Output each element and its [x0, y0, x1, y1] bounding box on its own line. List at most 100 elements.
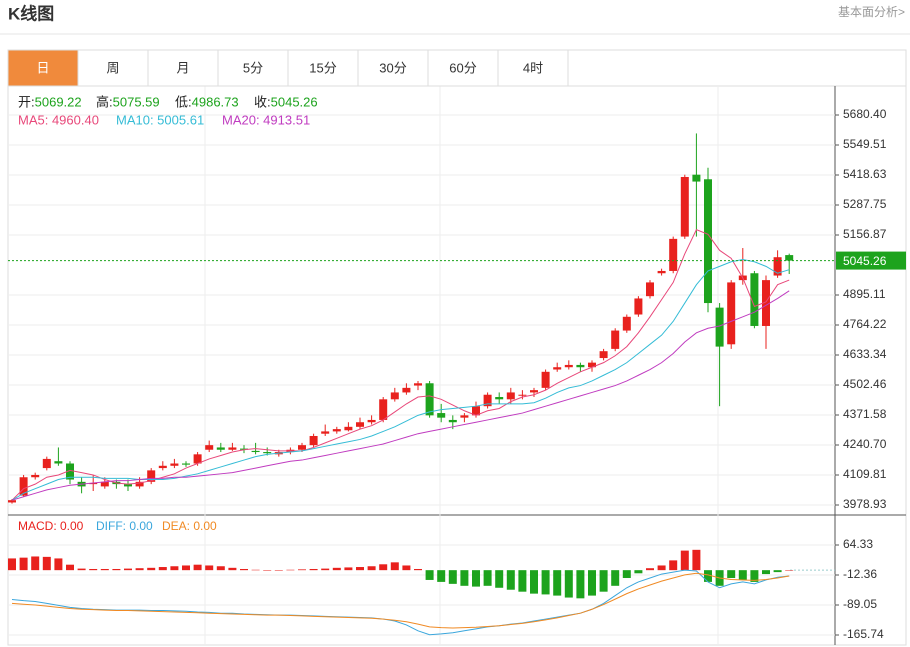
candle-body — [599, 351, 608, 359]
candle-body — [216, 447, 225, 450]
candle-body — [576, 364, 585, 368]
info-value: 5075.59 — [113, 94, 160, 109]
macd-bar — [193, 564, 202, 571]
candle-body — [124, 484, 132, 487]
macd-bar — [100, 568, 109, 571]
candle-body — [646, 282, 654, 297]
candle-body — [692, 174, 701, 182]
candle-body — [344, 426, 353, 431]
info-value: 5069.22 — [35, 94, 82, 109]
tab-label[interactable]: 30分 — [379, 60, 406, 75]
macd-bar — [762, 570, 770, 575]
candle-body — [530, 390, 538, 393]
tab-label[interactable]: 日 — [36, 60, 49, 75]
y-tick-label: 5549.51 — [843, 137, 887, 151]
candle-body — [564, 364, 573, 368]
tab[interactable] — [357, 49, 429, 87]
macd-bar — [66, 564, 74, 571]
macd-bar — [135, 568, 144, 571]
macd-bar — [785, 570, 794, 571]
candle-body — [251, 450, 260, 453]
candle-body — [669, 238, 678, 271]
macd-bar — [124, 568, 132, 571]
macd-bar — [112, 568, 121, 571]
candle-body — [634, 298, 643, 315]
y-tick-label: -165.74 — [843, 627, 884, 641]
macd-bar — [274, 570, 283, 571]
macd-bar — [216, 566, 225, 571]
macd-bar — [599, 570, 608, 592]
macd-bar — [506, 570, 515, 590]
candle-body — [495, 397, 504, 400]
macd-bar — [390, 562, 399, 571]
macd-bar — [472, 570, 480, 587]
macd-bar — [205, 565, 214, 571]
candle-body — [773, 257, 782, 276]
macd-bar — [483, 570, 492, 586]
candle-body — [437, 413, 446, 418]
macd-bar — [692, 549, 701, 571]
tab-label[interactable]: 月 — [176, 60, 189, 75]
legend-entry: DIFF: 0.00 — [96, 519, 153, 533]
macd-bar — [530, 570, 538, 594]
tab[interactable] — [497, 49, 569, 87]
candle-body — [506, 392, 515, 400]
candle-body — [205, 445, 214, 450]
info-label: 收: — [254, 94, 271, 109]
series-line — [11, 229, 790, 501]
macd-bar — [263, 570, 272, 571]
header-link[interactable]: 基本面分析> — [838, 5, 905, 19]
macd-bar — [228, 567, 237, 571]
candle-body — [147, 470, 156, 482]
macd-bar — [286, 569, 295, 571]
candle-body — [750, 273, 759, 326]
tab-label[interactable]: 周 — [106, 60, 119, 75]
candle-body — [332, 429, 341, 432]
candle-body — [448, 419, 457, 423]
macd-bar — [379, 564, 388, 571]
candle-body — [66, 463, 74, 480]
current-price-label: 5045.26 — [843, 254, 887, 268]
macd-bar — [669, 560, 678, 571]
macd-bar — [634, 570, 643, 574]
macd-bar — [622, 570, 631, 578]
candle-body — [263, 452, 272, 454]
macd-bar — [251, 569, 260, 571]
macd-bar — [19, 557, 28, 571]
candle-body — [402, 387, 411, 393]
tab[interactable] — [7, 49, 79, 87]
macd-bar — [54, 558, 63, 571]
series-line — [11, 572, 790, 629]
candle-body — [680, 176, 689, 237]
tab[interactable] — [147, 49, 219, 87]
candle-body — [727, 282, 736, 345]
info-label: 低: — [175, 94, 192, 109]
macd-bar — [448, 570, 457, 584]
candle-body — [89, 482, 98, 485]
y-tick-label: -89.05 — [843, 597, 877, 611]
legend-entry: MA5: 4960.40 — [18, 112, 99, 127]
candle-body — [8, 500, 16, 503]
macd-bar — [8, 558, 16, 571]
y-tick-label: 4633.34 — [843, 347, 887, 361]
macd-bar — [611, 570, 620, 586]
tab[interactable] — [287, 49, 359, 87]
y-tick-label: 5156.87 — [843, 227, 887, 241]
candle-body — [321, 431, 330, 434]
tab-label[interactable]: 4时 — [523, 60, 543, 75]
legend-entry: DEA: 0.00 — [162, 519, 217, 533]
candle-body — [100, 481, 109, 487]
candle-body — [414, 383, 422, 386]
macd-bar — [576, 570, 585, 599]
info-value: 4986.73 — [192, 94, 239, 109]
tab-label[interactable]: 5分 — [243, 60, 263, 75]
tab[interactable] — [77, 49, 149, 87]
tab[interactable] — [217, 49, 289, 87]
candle-body — [553, 367, 562, 370]
y-tick-label: 4764.22 — [843, 317, 887, 331]
macd-bar — [657, 565, 666, 571]
tab-label[interactable]: 15分 — [309, 60, 336, 75]
tab-label[interactable]: 60分 — [449, 60, 476, 75]
candle-body — [657, 270, 666, 274]
